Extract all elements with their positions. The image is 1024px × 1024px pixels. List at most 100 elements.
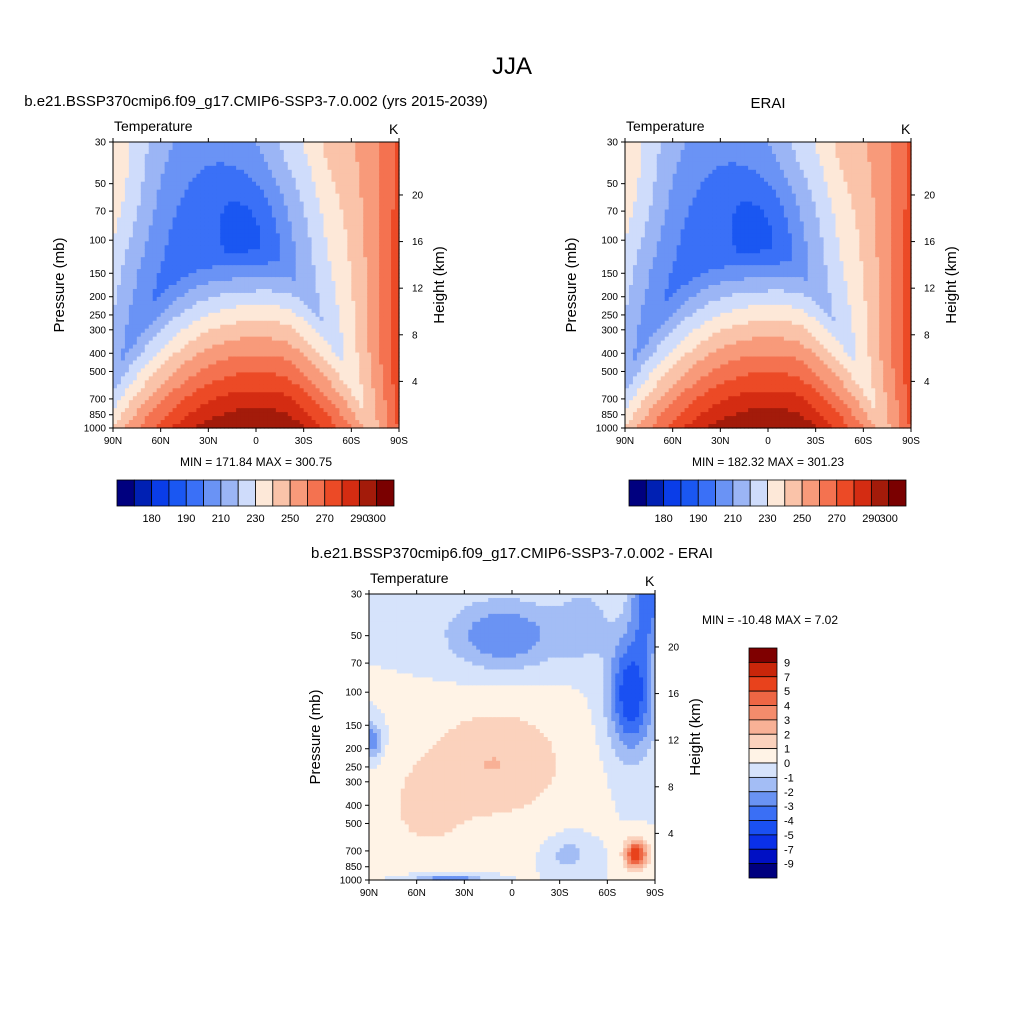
field-cell [248, 372, 253, 377]
field-cell [121, 186, 126, 191]
field-cell [208, 154, 213, 159]
field-cell [284, 170, 289, 175]
field-cell [252, 309, 257, 314]
field-cell [272, 210, 277, 215]
field-cell [236, 372, 241, 377]
field-cell [292, 186, 297, 191]
field-cell [379, 309, 384, 314]
field-cell [165, 249, 170, 254]
field-cell [177, 221, 182, 226]
field-cell [145, 353, 150, 358]
field-cell [196, 146, 201, 151]
field-cell [208, 376, 213, 381]
field-cell [292, 360, 297, 365]
field-cell [173, 325, 178, 330]
field-cell [347, 170, 352, 175]
field-cell [320, 349, 325, 354]
field-cell [316, 202, 321, 207]
field-cell [363, 229, 368, 234]
field-cell [367, 253, 372, 258]
field-cell [185, 368, 190, 373]
field-cell [252, 325, 257, 330]
field-cell [149, 273, 154, 278]
field-cell [169, 400, 174, 405]
field-cell [351, 269, 356, 274]
field-cell [304, 329, 309, 334]
field-cell [165, 269, 170, 274]
field-cell [367, 241, 372, 246]
field-cell [196, 404, 201, 409]
field-cell [335, 333, 340, 338]
field-cell [240, 245, 245, 250]
field-cell [268, 333, 273, 338]
field-cell [363, 293, 368, 298]
field-cell [331, 289, 336, 294]
field-cell [169, 206, 174, 211]
field-cell [248, 376, 253, 381]
field-cell [145, 198, 150, 203]
field-cell [216, 277, 221, 282]
field-cell [153, 325, 158, 330]
field-cell [300, 178, 305, 183]
field-cell [324, 150, 329, 155]
field-cell [343, 142, 348, 147]
field-cell [216, 210, 221, 215]
field-cell [280, 345, 285, 350]
field-cell [141, 384, 146, 389]
field-cell [331, 186, 336, 191]
field-cell [375, 202, 380, 207]
field-cell [308, 186, 313, 191]
field-cell [117, 345, 122, 350]
field-cell [188, 277, 193, 282]
field-cell [328, 170, 333, 175]
field-cell [355, 281, 360, 286]
field-cell [328, 158, 333, 163]
field-cell [343, 345, 348, 350]
field-cell [165, 253, 170, 258]
field-cell [240, 261, 245, 266]
field-cell [371, 368, 376, 373]
field-cell [188, 166, 193, 171]
field-cell [204, 357, 209, 362]
field-cell [192, 273, 197, 278]
field-cell [363, 269, 368, 274]
field-cell [355, 293, 360, 298]
field-cell [351, 317, 356, 322]
field-cell [339, 194, 344, 199]
field-cell [335, 380, 340, 385]
field-cell [288, 384, 293, 389]
field-cell [157, 170, 162, 175]
field-cell [149, 154, 154, 159]
field-cell [320, 400, 325, 405]
field-cell [177, 150, 182, 155]
field-cell [208, 194, 213, 199]
field-cell [137, 241, 142, 246]
field-cell [181, 154, 186, 159]
field-cell [339, 317, 344, 322]
field-cell [181, 202, 186, 207]
field-cell [228, 392, 233, 397]
field-cell [252, 166, 257, 171]
field-cell [208, 257, 213, 262]
field-cell [212, 229, 217, 234]
field-cell [141, 400, 146, 405]
field-cell [272, 178, 277, 183]
field-cell [256, 158, 261, 163]
field-cell [359, 253, 364, 258]
field-cell [367, 372, 372, 377]
field-cell [367, 353, 372, 358]
field-cell [252, 217, 257, 222]
field-cell [260, 225, 265, 230]
field-cell [351, 337, 356, 342]
field-cell [220, 225, 225, 230]
field-cell [248, 241, 253, 246]
field-cell [351, 170, 356, 175]
field-cell [232, 146, 237, 151]
field-cell [125, 269, 130, 274]
field-cell [280, 301, 285, 306]
field-cell [351, 353, 356, 358]
field-cell [280, 388, 285, 393]
field-cell [335, 384, 340, 389]
field-cell [133, 221, 138, 226]
field-cell [284, 368, 289, 373]
